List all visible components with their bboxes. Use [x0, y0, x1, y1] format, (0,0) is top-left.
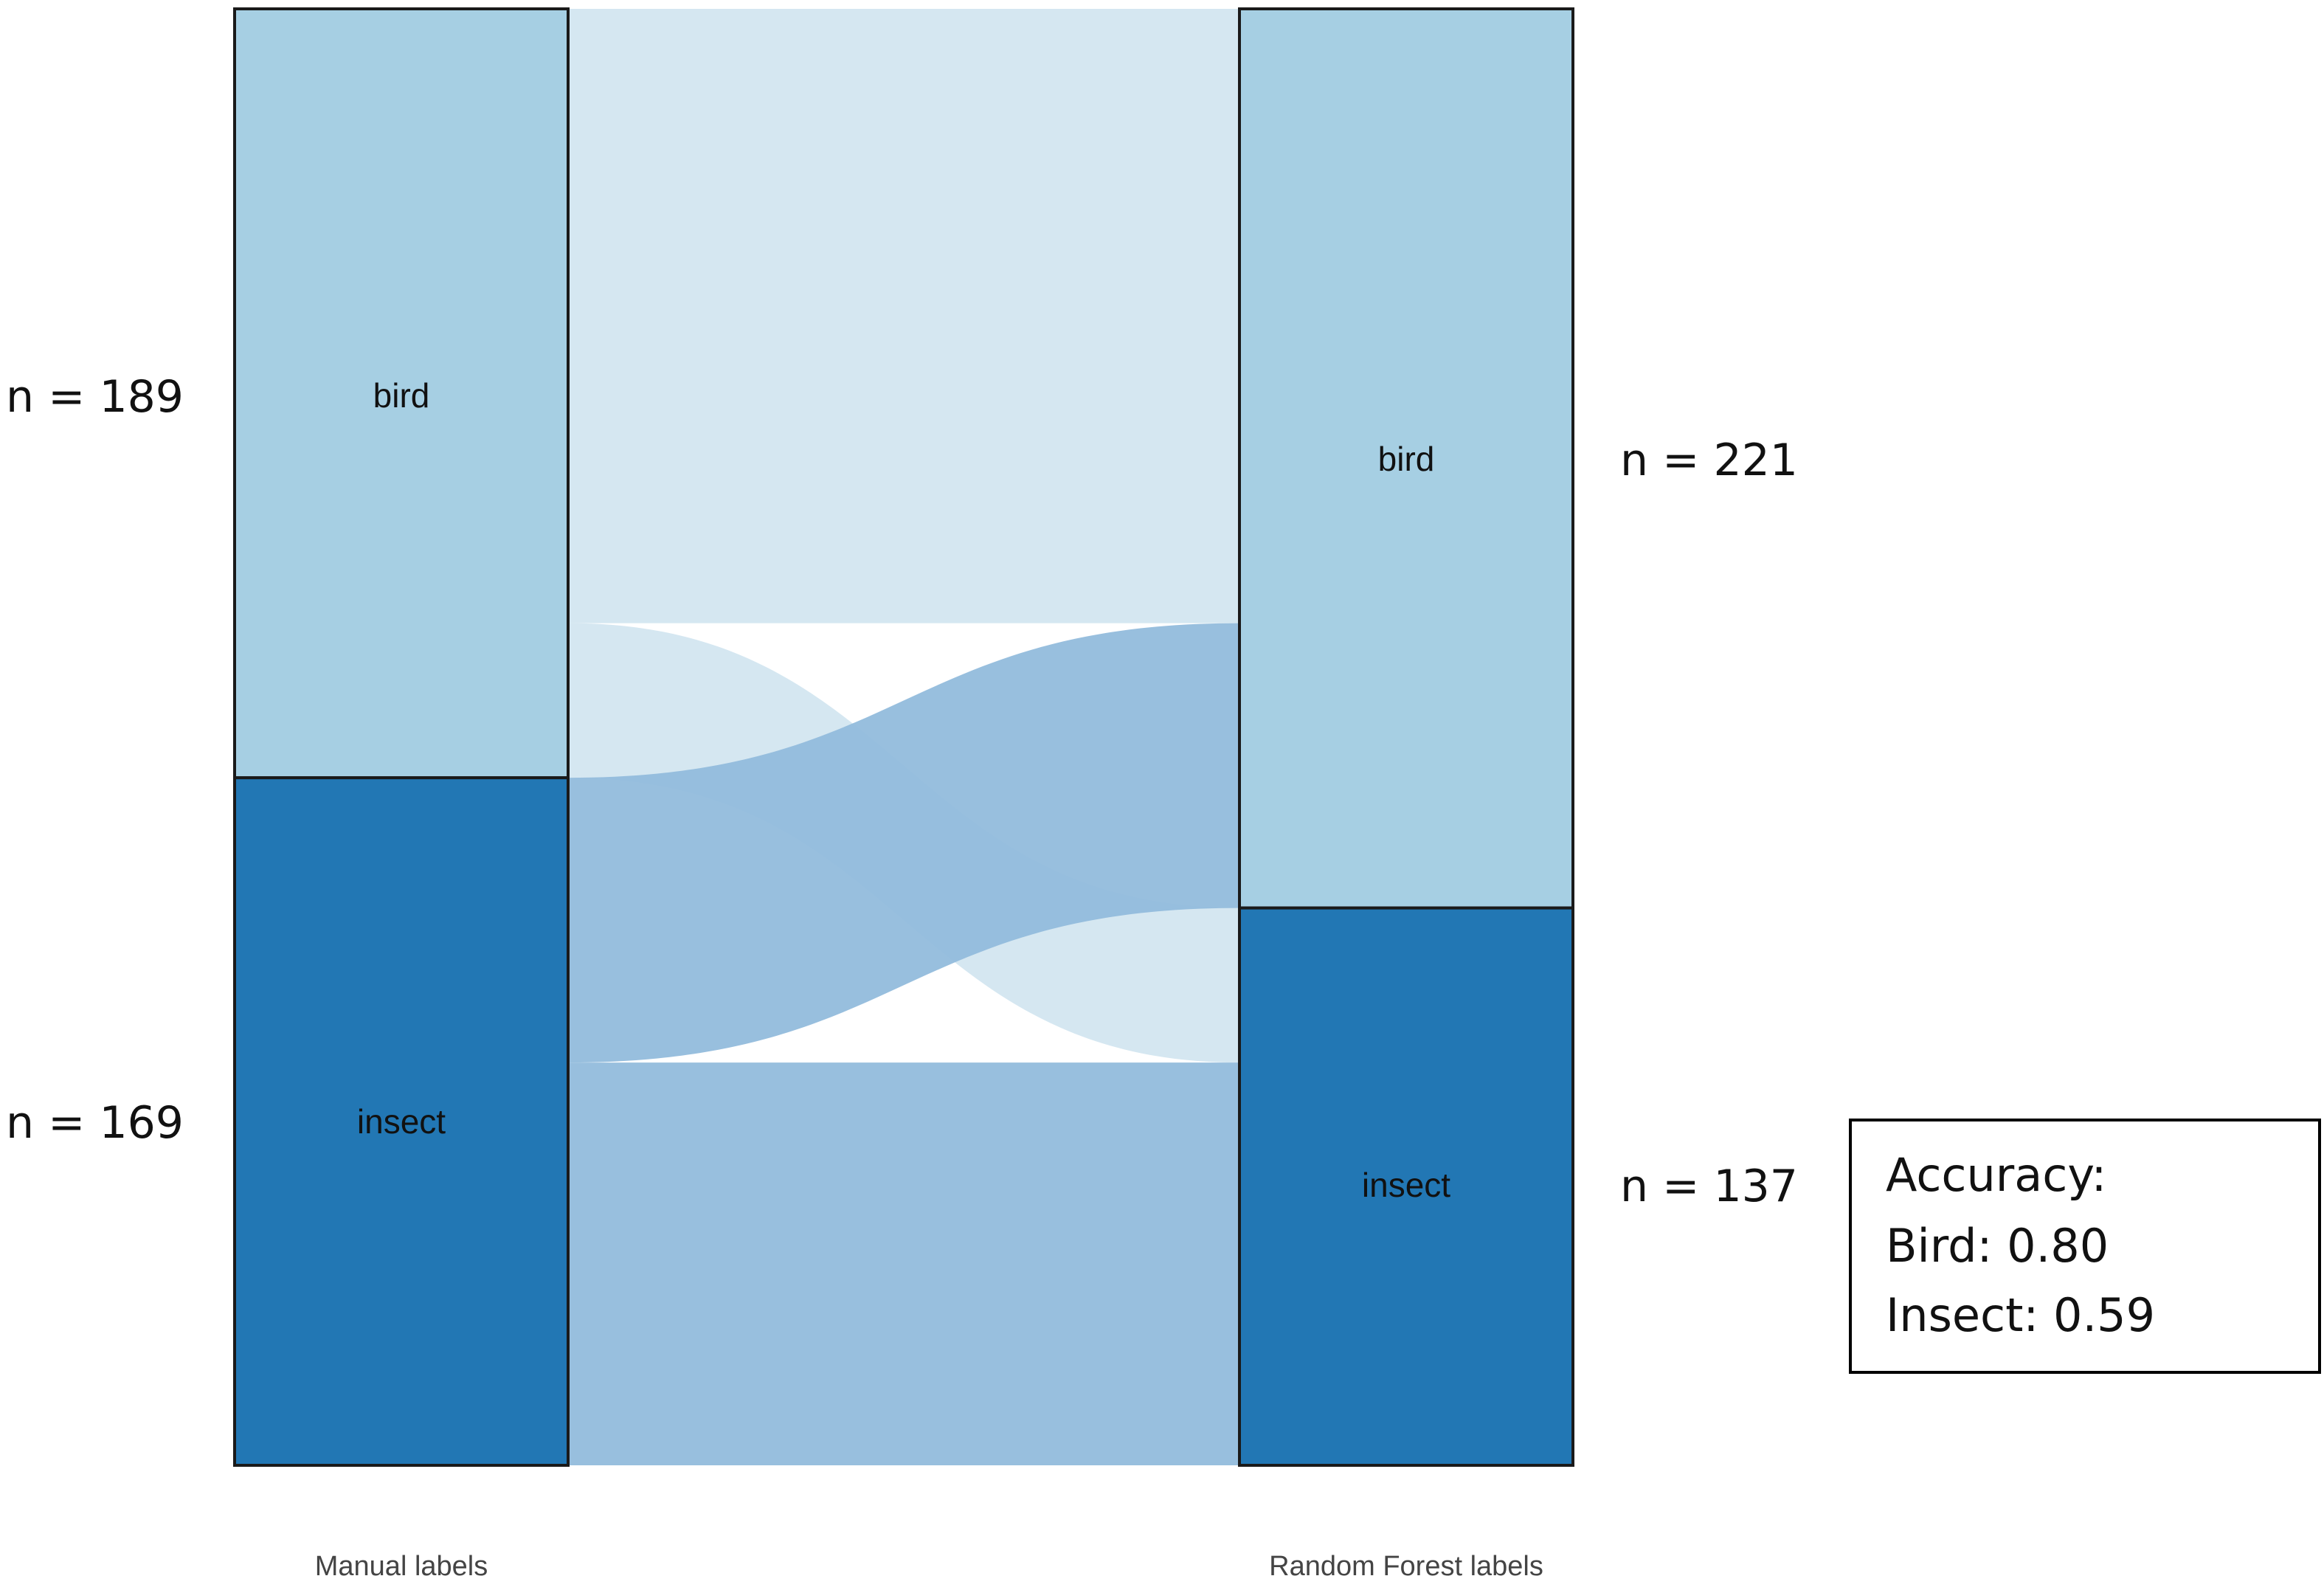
node-manual-insect [233, 776, 570, 1467]
flow-insect-to-bird [568, 623, 1239, 1063]
count-label-manual-bird: n = 189 [6, 371, 184, 423]
accuracy-box: Accuracy: Bird: 0.80 Insect: 0.59 [1849, 1119, 2321, 1374]
accuracy-bird: Bird: 0.80 [1886, 1219, 2109, 1273]
nodes-layer [233, 7, 1574, 1467]
node-label-rf-insect: insect [1362, 1166, 1450, 1204]
flow-bird-to-bird [568, 9, 1239, 623]
count-label-rf-bird: n = 221 [1620, 435, 1798, 486]
flow-insect-to-insect [568, 1062, 1239, 1465]
axis-label-manual: Manual labels [315, 1551, 488, 1582]
node-label-rf-bird: bird [1378, 440, 1435, 478]
node-label-manual-bird: bird [373, 376, 430, 415]
node-rf-insect [1238, 906, 1574, 1467]
count-label-rf-insect: n = 137 [1620, 1161, 1798, 1212]
node-label-manual-insect: insect [357, 1102, 446, 1141]
node-manual-bird [233, 7, 570, 780]
count-label-manual-insect: n = 169 [6, 1097, 184, 1149]
labels-layer: bird n = 189 insect n = 169 Manual labels bir… [6, 371, 1798, 1582]
accuracy-box-border [1849, 1119, 2321, 1374]
accuracy-insect: Insect: 0.59 [1886, 1288, 2155, 1342]
axis-label-rf: Random Forest labels [1269, 1551, 1543, 1582]
node-rf-bird [1238, 7, 1574, 910]
flows-layer [568, 9, 1239, 1465]
accuracy-title: Accuracy: [1886, 1148, 2106, 1202]
